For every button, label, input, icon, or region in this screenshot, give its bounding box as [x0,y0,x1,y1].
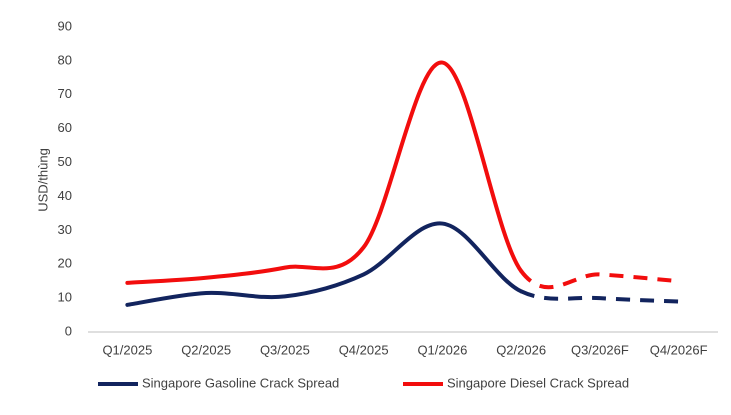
forecast-line [520,289,679,304]
y-tick-label: 80 [58,52,72,67]
x-tick-label: Q4/2025 [339,342,389,357]
legend-label: Singapore Diesel Crack Spread [447,375,629,390]
x-tick-label: Q2/2025 [181,342,231,357]
x-tick-label: Q1/2025 [102,342,152,357]
x-tick-label: Q3/2025 [260,342,310,357]
y-tick-label: 0 [65,323,72,338]
y-axis-title: USD/thùng [35,148,50,212]
y-tick-label: 90 [58,18,72,33]
y-tick-label: 50 [58,154,72,169]
legend-label: Singapore Gasoline Crack Spread [142,375,339,390]
series-line [125,221,524,307]
x-tick-label: Q1/2026 [417,342,467,357]
x-tick-label: Q4/2026F [650,342,708,357]
x-tick-label: Q3/2026F [571,342,629,357]
forecast-line [519,269,679,290]
y-tick-label: 30 [58,222,72,237]
y-tick-label: 10 [58,290,72,305]
y-tick-label: 70 [58,86,72,101]
series-line [125,60,524,285]
x-tick-label: Q2/2026 [496,342,546,357]
y-tick-label: 20 [58,256,72,271]
y-tick-label: 40 [58,188,72,203]
y-tick-label: 60 [58,120,72,135]
